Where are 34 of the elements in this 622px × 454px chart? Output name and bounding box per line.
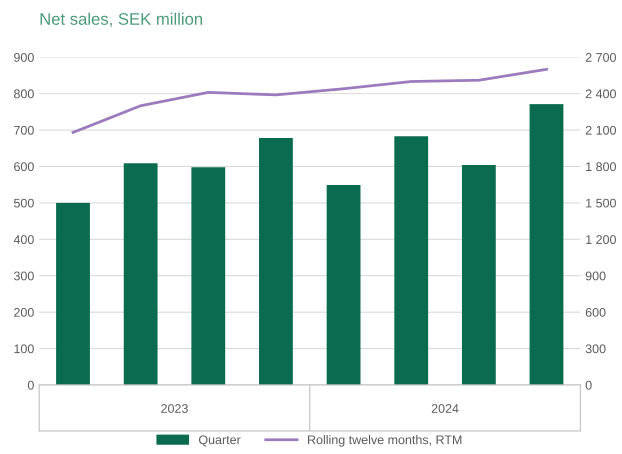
- y2-tick-label: 1 200: [586, 235, 616, 244]
- y-tick-label: 800: [14, 89, 34, 98]
- bar: [326, 185, 360, 385]
- bar: [56, 202, 90, 385]
- y-tick-label: 0: [28, 380, 34, 390]
- text: 2024: [432, 404, 459, 413]
- bar: [259, 138, 293, 385]
- y2-tick-label: 0: [586, 380, 592, 390]
- y2-tick-label: 1 500: [586, 198, 616, 208]
- bar: [530, 104, 564, 385]
- y2-tick-label: 2 100: [586, 126, 616, 135]
- y-tick-label: 600: [14, 162, 34, 172]
- legend-label: Rolling twelve months, RTM: [308, 435, 462, 447]
- y-tick-label: 400: [14, 235, 34, 244]
- y2-tick-label: 1 800: [586, 162, 616, 172]
- y-tick-label: 100: [14, 344, 34, 354]
- chart-title: Net sales, SEK million: [40, 12, 202, 27]
- y-tick-label: 700: [14, 126, 34, 135]
- y-tick-label: 500: [14, 198, 34, 208]
- y-tick-label: 200: [14, 308, 34, 317]
- y-tick-label: 900: [14, 53, 34, 62]
- bar: [462, 165, 496, 385]
- line-series: [72, 68, 548, 134]
- bar: [191, 167, 226, 385]
- y2-tick-label: 900: [586, 272, 606, 280]
- y2-tick-label: 2 700: [586, 53, 616, 62]
- text: 2023: [161, 404, 188, 413]
- y2-tick-label: 2 400: [586, 89, 616, 98]
- y2-tick-label: 600: [586, 308, 606, 317]
- y-tick-label: 300: [14, 272, 34, 280]
- bar: [394, 136, 428, 385]
- bar: [124, 163, 158, 385]
- legend-label: Quarter: [198, 435, 241, 446]
- y2-tick-label: 300: [586, 344, 606, 354]
